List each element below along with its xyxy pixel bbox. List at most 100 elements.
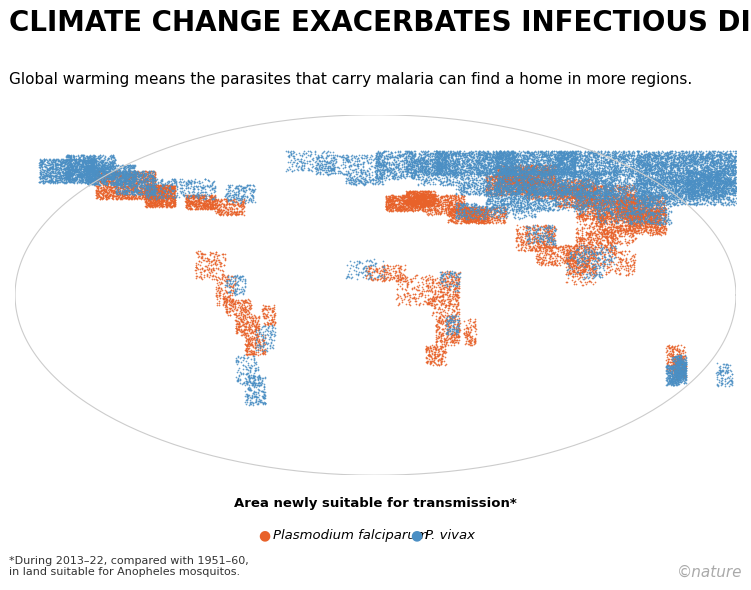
Point <box>665 160 677 169</box>
Point <box>440 313 452 322</box>
Point <box>669 151 681 160</box>
Point <box>626 197 638 206</box>
Point <box>406 190 418 199</box>
Point <box>547 231 559 240</box>
Point <box>573 194 585 203</box>
Point <box>68 155 80 165</box>
Point <box>315 156 327 166</box>
Point <box>599 209 611 219</box>
Point <box>69 160 81 169</box>
Point <box>662 189 674 198</box>
Point <box>230 355 242 365</box>
Point <box>699 175 711 184</box>
Point <box>564 258 576 268</box>
Point <box>447 324 459 334</box>
Point <box>493 165 505 175</box>
Point <box>91 186 103 195</box>
Point <box>521 147 533 156</box>
Point <box>601 149 613 159</box>
Point <box>415 186 427 196</box>
Point <box>88 169 100 178</box>
Point <box>587 263 599 272</box>
Point <box>554 252 566 261</box>
Point <box>585 253 597 263</box>
Point <box>610 197 622 206</box>
Point <box>536 166 548 175</box>
Point <box>112 171 124 180</box>
Point <box>541 232 553 241</box>
Point <box>680 181 692 191</box>
Point <box>534 190 546 199</box>
Point <box>561 186 573 196</box>
Point <box>650 222 662 231</box>
Point <box>539 172 551 182</box>
Point <box>502 187 514 196</box>
Point <box>499 169 511 179</box>
Point <box>581 162 593 172</box>
Point <box>134 187 146 196</box>
Point <box>438 156 450 165</box>
Point <box>575 182 587 192</box>
Point <box>509 190 521 199</box>
Point <box>528 174 540 183</box>
Point <box>520 169 532 179</box>
Point <box>570 196 582 205</box>
Point <box>671 165 683 174</box>
Point <box>489 163 501 173</box>
Point <box>631 176 643 185</box>
Point <box>143 199 155 208</box>
Point <box>490 168 502 177</box>
Point <box>190 182 202 191</box>
Point <box>585 191 597 201</box>
Point <box>676 150 688 160</box>
Point <box>62 164 74 173</box>
Point <box>454 268 466 277</box>
Point <box>496 178 508 188</box>
Point <box>670 181 682 190</box>
Point <box>555 154 567 163</box>
Point <box>551 174 563 183</box>
Point <box>69 161 81 171</box>
Point <box>553 179 565 189</box>
Point <box>415 201 427 210</box>
Point <box>203 199 215 208</box>
Point <box>433 158 445 168</box>
Point <box>492 173 504 183</box>
Point <box>479 209 491 218</box>
Point <box>632 199 644 209</box>
Point <box>439 158 451 168</box>
Point <box>719 166 731 176</box>
Point <box>520 164 532 173</box>
Point <box>563 202 575 211</box>
Point <box>47 156 59 165</box>
Point <box>648 175 660 184</box>
Point <box>519 179 531 188</box>
Point <box>226 208 238 217</box>
Point <box>548 248 560 258</box>
Point <box>484 148 496 158</box>
Point <box>569 153 581 163</box>
Point <box>659 189 671 199</box>
Point <box>500 156 512 166</box>
Point <box>561 157 573 166</box>
Point <box>605 244 617 253</box>
Point <box>674 372 686 381</box>
Point <box>486 198 498 208</box>
Point <box>669 185 681 194</box>
Point <box>53 163 65 173</box>
Point <box>590 192 602 201</box>
Point <box>637 204 649 213</box>
Point <box>402 166 414 176</box>
Point <box>696 169 708 178</box>
Point <box>501 173 513 182</box>
Point <box>413 195 425 205</box>
Point <box>117 168 129 178</box>
Point <box>463 340 475 349</box>
Point <box>625 186 637 195</box>
Point <box>651 213 663 222</box>
Point <box>107 182 119 192</box>
Point <box>235 296 247 305</box>
Point <box>209 191 221 201</box>
Point <box>483 182 495 192</box>
Point <box>630 208 642 218</box>
